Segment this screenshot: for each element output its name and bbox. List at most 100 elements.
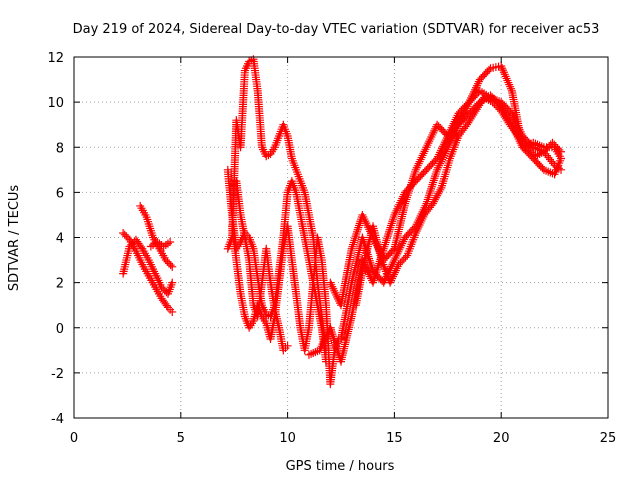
data-point-interp xyxy=(471,83,480,92)
data-point-interp xyxy=(391,266,400,275)
data-point-interp xyxy=(416,218,425,227)
data-point xyxy=(326,278,335,287)
data-point xyxy=(168,307,177,316)
data-point xyxy=(386,278,395,287)
data-point-interp xyxy=(545,142,554,151)
data-point-interp xyxy=(413,161,422,170)
x-tick-labels: 0 5 10 15 20 25 xyxy=(70,431,616,446)
y-axis-label: SDTVAR / TECUs xyxy=(7,185,22,292)
data-point-interp xyxy=(415,157,424,166)
data-point-interp xyxy=(430,174,439,183)
data-point-interp xyxy=(414,159,423,168)
data-point-interp xyxy=(354,223,363,232)
data-point-interp xyxy=(414,222,423,231)
data-point-interp xyxy=(393,204,402,213)
data-point xyxy=(390,256,399,265)
data-point-interp xyxy=(437,155,446,164)
data-point-interp xyxy=(395,200,404,209)
data-point-interp xyxy=(351,232,360,241)
data-point-interp xyxy=(446,137,455,146)
data-point xyxy=(411,165,420,174)
data-point-interp xyxy=(363,266,372,275)
data-point-interp xyxy=(439,151,448,160)
x-axis-label: GPS time / hours xyxy=(286,459,395,474)
data-point xyxy=(411,228,420,237)
data-point-interp xyxy=(388,272,397,281)
data-point-interp xyxy=(397,241,406,250)
data-point xyxy=(557,154,566,163)
data-point xyxy=(283,341,292,350)
data-point-interp xyxy=(421,145,430,154)
data-point-interp xyxy=(364,223,373,232)
y-tick-label: -4 xyxy=(51,412,64,427)
data-point-interp xyxy=(332,290,341,299)
data-point-interp xyxy=(452,124,461,133)
data-point-interp xyxy=(412,163,421,172)
data-point-interp xyxy=(440,149,449,158)
data-point-interp xyxy=(389,270,398,279)
data-point-interp xyxy=(415,220,424,229)
data-point-interp xyxy=(316,344,325,353)
data-point-interp xyxy=(473,79,482,88)
data-point-interp xyxy=(352,229,361,238)
data-point xyxy=(315,346,324,355)
data-point-interp xyxy=(329,284,338,293)
data-point-interp xyxy=(470,87,479,96)
data-point-interp xyxy=(435,161,444,170)
data-point-interp xyxy=(359,212,368,221)
data-point-interp xyxy=(413,224,422,233)
data-point-interp xyxy=(524,145,533,154)
data-point-interp xyxy=(385,227,394,236)
data-point-interp xyxy=(321,334,330,343)
data-point xyxy=(358,233,367,242)
data-point xyxy=(465,98,474,107)
data-point-interp xyxy=(448,132,457,141)
data-point-interp xyxy=(383,234,392,243)
data-point xyxy=(390,210,399,219)
data-point-interp xyxy=(426,186,435,195)
data-point-interp xyxy=(527,148,536,157)
data-point-interp xyxy=(387,219,396,228)
data-point-interp xyxy=(396,198,405,207)
data-point-interp xyxy=(493,103,502,112)
data-point xyxy=(166,238,175,247)
data-point-interp xyxy=(555,145,564,154)
data-point-interp xyxy=(137,242,146,251)
data-point-interp xyxy=(417,216,426,225)
data-point-interp xyxy=(550,140,559,149)
data-point-interp xyxy=(401,253,410,262)
y-tick-label: 12 xyxy=(47,51,64,66)
data-point-interp xyxy=(467,94,476,103)
data-point-interp xyxy=(470,85,479,94)
data-point xyxy=(422,143,431,152)
y-tick-labels: -4 -2 0 2 4 6 8 10 12 xyxy=(47,51,64,427)
data-point-interp xyxy=(429,176,438,185)
data-point-interp xyxy=(387,276,396,285)
axis-ticks xyxy=(73,56,609,419)
data-point xyxy=(522,143,531,152)
data-point-interp xyxy=(553,144,562,153)
data-point-interp xyxy=(319,338,328,347)
data-point-interp xyxy=(348,242,357,251)
y-tick-label: 0 xyxy=(56,322,64,337)
data-point-interp xyxy=(427,184,436,193)
data-point xyxy=(557,147,566,156)
data-point-interp xyxy=(551,142,560,151)
data-point xyxy=(539,147,548,156)
data-point-interp xyxy=(425,137,434,146)
data-point-interp xyxy=(363,221,372,230)
y-tick-label: -2 xyxy=(51,367,64,382)
data-point-interp xyxy=(417,153,426,162)
data-point-interp xyxy=(396,258,405,267)
data-point-interp xyxy=(462,104,471,113)
data-point-interp xyxy=(428,130,437,139)
data-point-interp xyxy=(492,101,501,110)
data-point-interp xyxy=(390,268,399,277)
data-point-interp xyxy=(419,149,428,158)
data-point-interp xyxy=(447,135,456,144)
data-point-interp xyxy=(353,225,362,234)
data-point-interp xyxy=(418,214,427,223)
data-point-interp xyxy=(543,144,552,153)
data-point-interp xyxy=(437,157,446,166)
